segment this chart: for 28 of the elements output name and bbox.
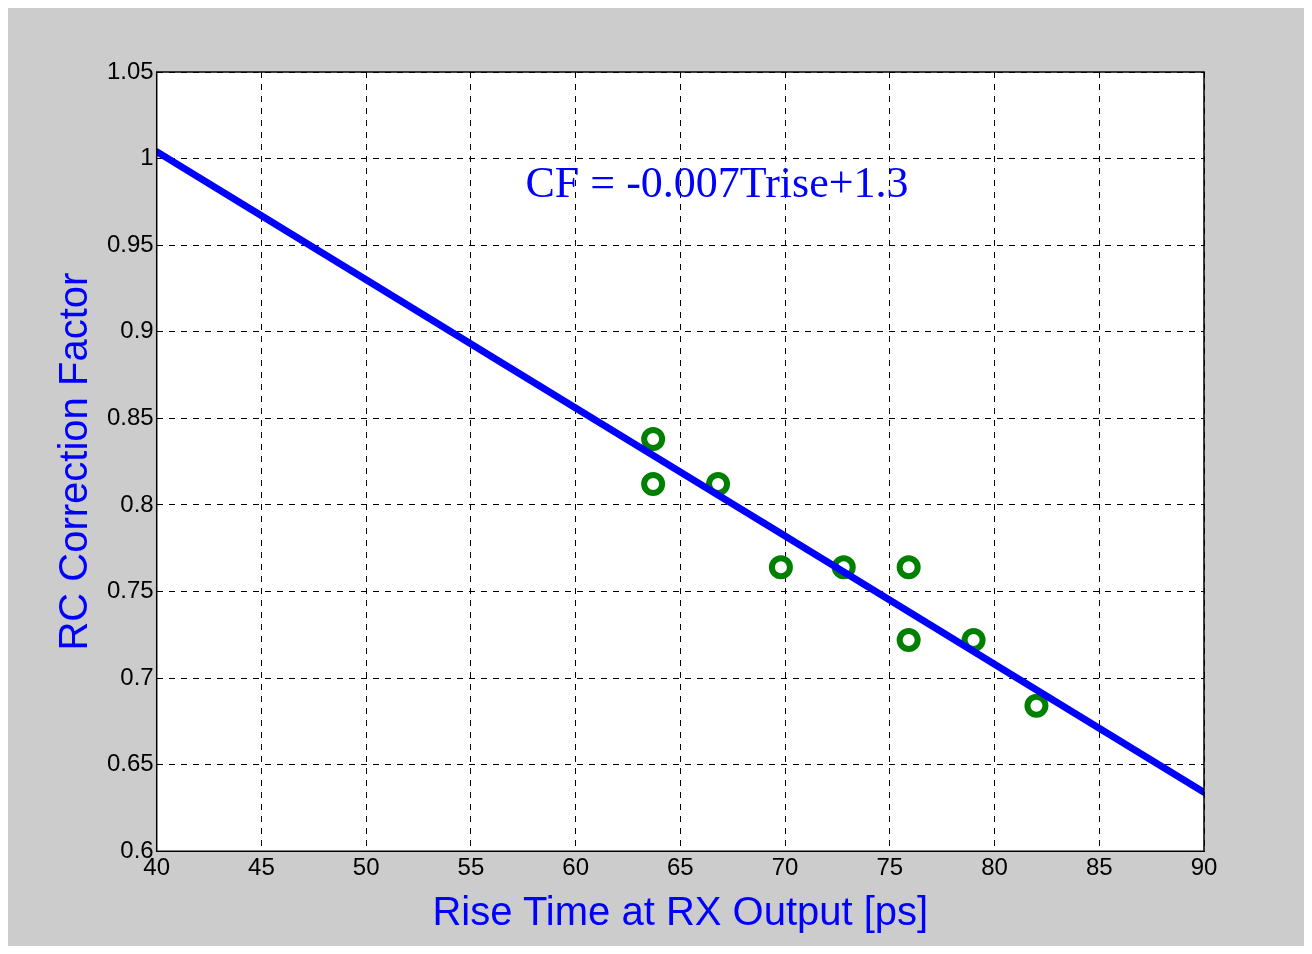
y-tick-label: 1.05 — [106, 56, 154, 84]
x-tick-label: 50 — [352, 853, 380, 881]
y-axis-title: RC Correction Factor — [51, 272, 96, 651]
x-tick-label: 70 — [771, 853, 799, 881]
point — [896, 627, 921, 652]
annotation: CF = -0.007Trise+1.3 — [525, 157, 909, 207]
y-tick-label: 1 — [140, 143, 154, 171]
x-tick-label: 55 — [457, 853, 485, 881]
x-tick-label: 80 — [981, 853, 1008, 881]
point — [641, 472, 666, 497]
point — [1024, 693, 1049, 718]
x-tick-label: 60 — [562, 853, 589, 881]
point — [768, 555, 793, 580]
x-tick-label: 65 — [667, 853, 694, 881]
x-tick-label: 75 — [876, 853, 904, 881]
x-axis-title: Rise Time at RX Output [ps] — [432, 889, 929, 934]
y-tick-label: 0.9 — [120, 316, 154, 344]
y-tick-label: 0.8 — [120, 489, 154, 517]
x-tick-label: 85 — [1085, 853, 1113, 881]
point — [896, 555, 921, 580]
y-tick-label: 0.95 — [106, 229, 154, 257]
x-tick-label: 45 — [248, 853, 275, 881]
y-tick-label: 0.85 — [106, 402, 154, 430]
y-tick-label: 0.65 — [106, 749, 154, 777]
x-tick-label: 90 — [1190, 853, 1218, 881]
point — [641, 427, 666, 452]
y-tick-label: 0.75 — [106, 576, 154, 604]
y-tick-label: 0.7 — [120, 662, 154, 690]
